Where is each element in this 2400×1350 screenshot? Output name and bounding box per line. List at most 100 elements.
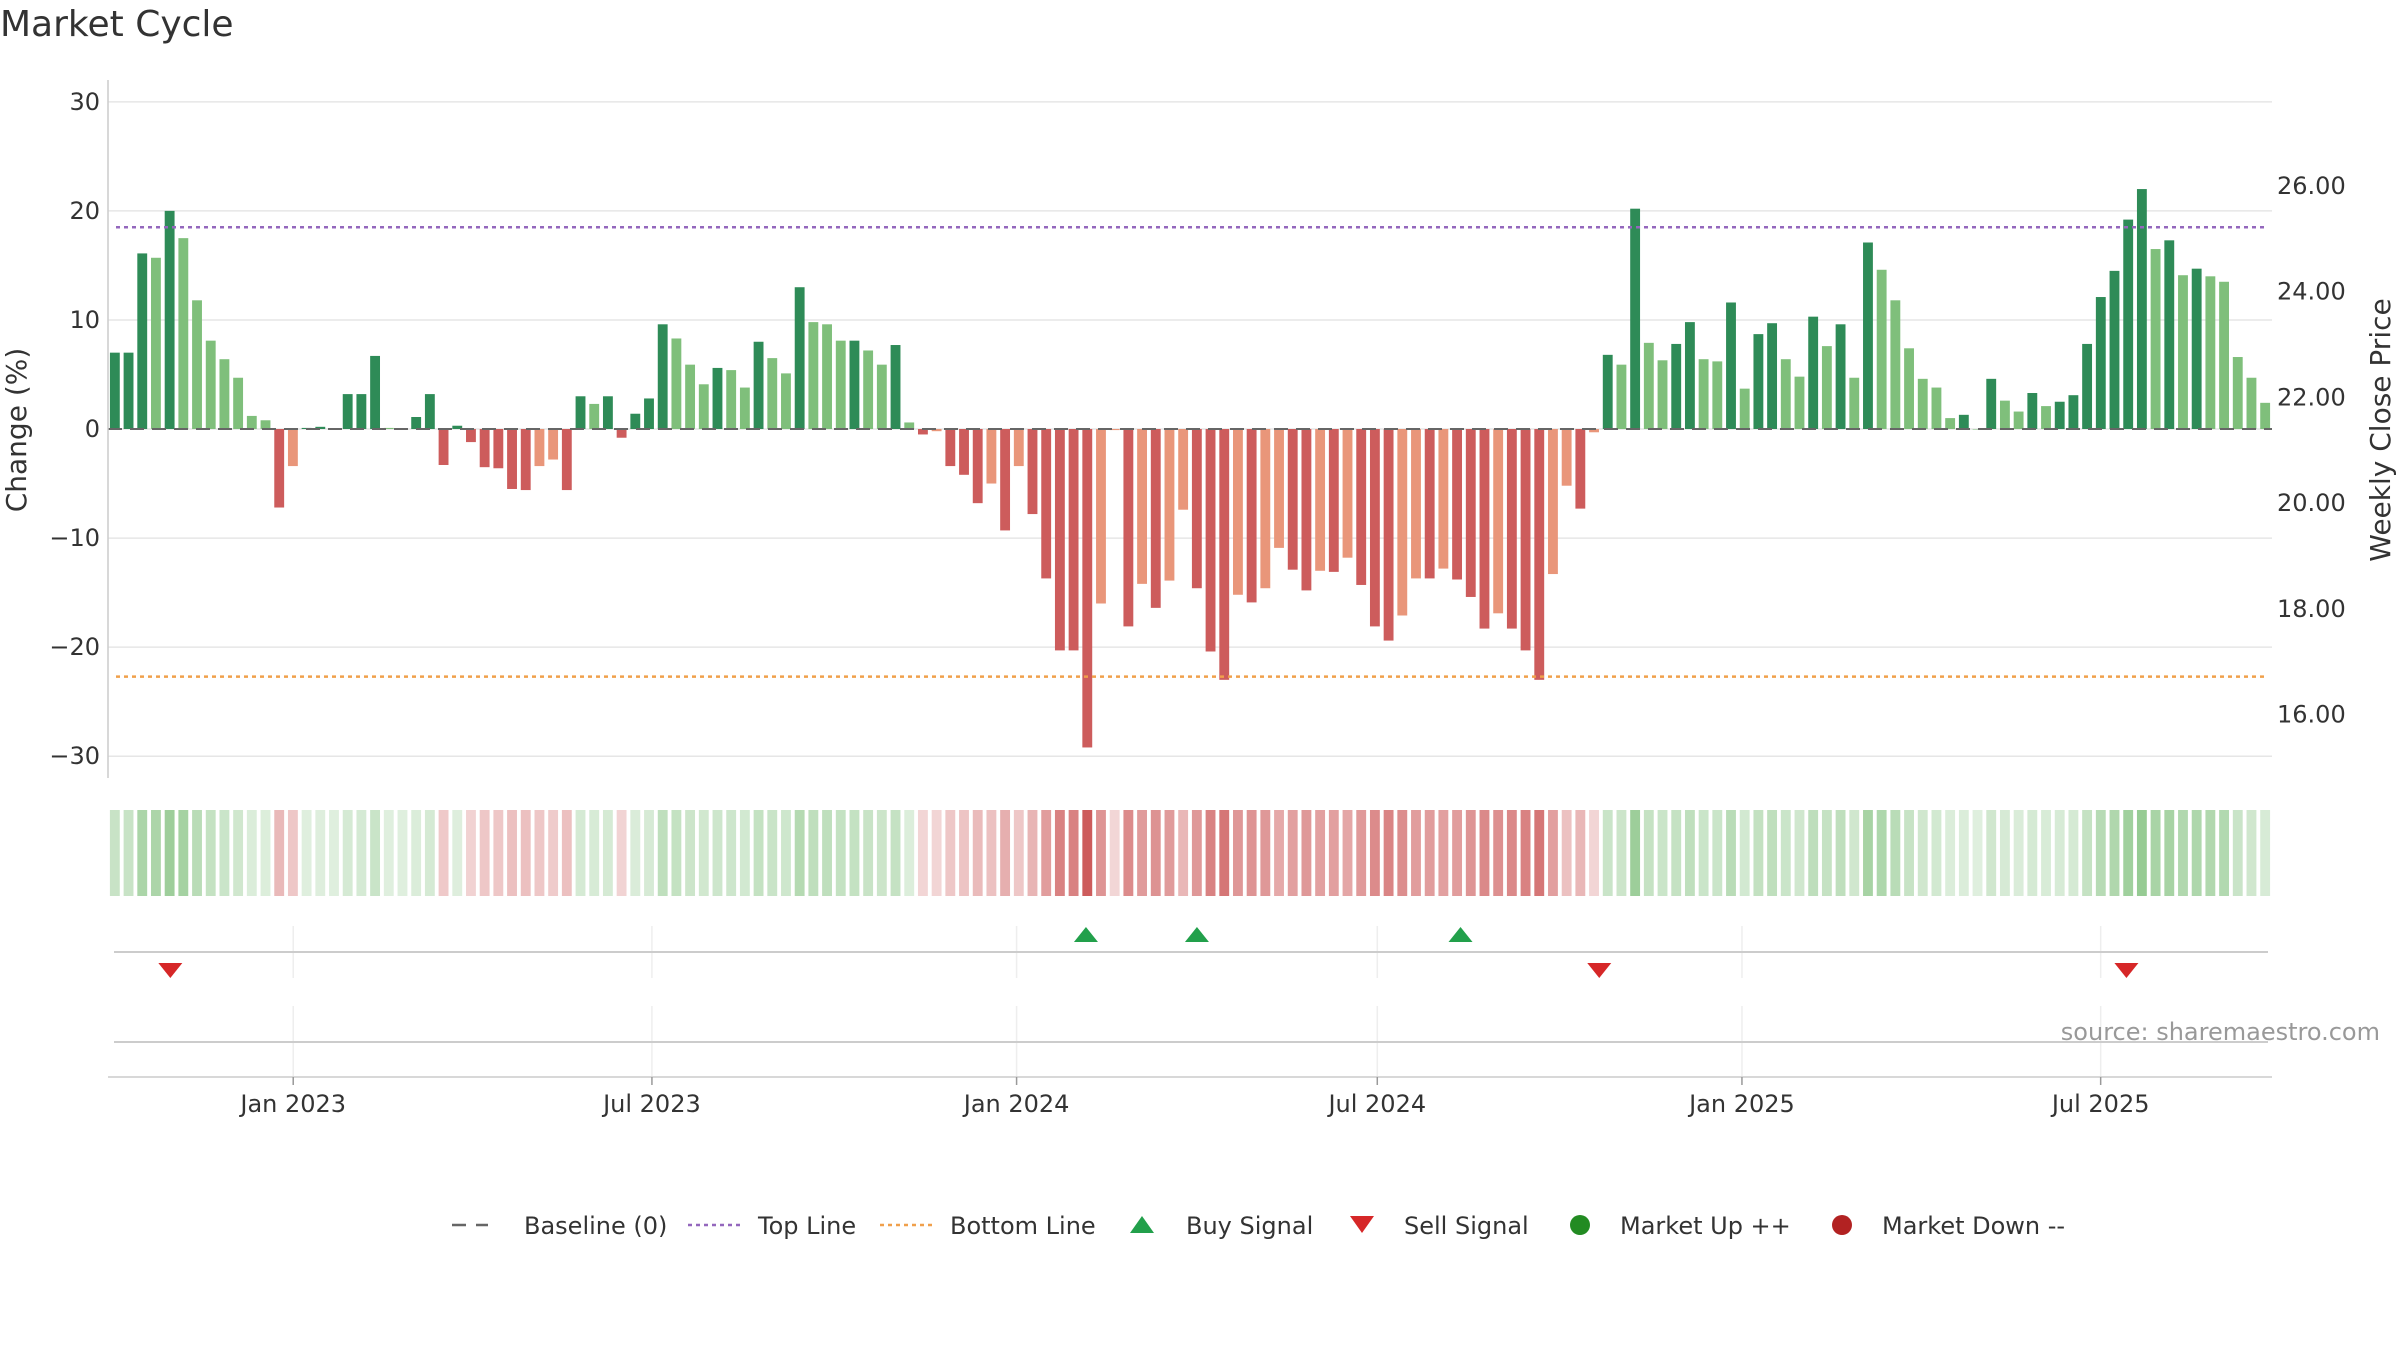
heat-cell (753, 810, 764, 896)
heat-cell (863, 810, 874, 896)
heat-cell (2178, 810, 2188, 896)
heat-cell (397, 810, 408, 896)
heat-cell (1904, 810, 1914, 896)
heat-cell (1630, 810, 1641, 896)
heat-cell (342, 810, 353, 896)
heat-cell (1589, 810, 1599, 896)
bar (1575, 429, 1586, 509)
signal-panel (114, 926, 2268, 1076)
heat-cell (2246, 810, 2257, 896)
bar (2136, 189, 2147, 429)
bar (712, 367, 723, 429)
heat-cell (1931, 810, 1942, 896)
bar (151, 257, 161, 429)
bar (219, 359, 230, 429)
heat-cell (1383, 810, 1394, 896)
bar (1534, 429, 1545, 680)
bar (1945, 418, 1956, 429)
heat-cell (2013, 810, 2024, 896)
heat-cell (1356, 810, 1367, 896)
bar (1137, 429, 1147, 584)
bar (1178, 429, 1189, 510)
heat-cell (739, 810, 750, 896)
heat-cell (411, 810, 422, 896)
heat-cell (712, 810, 723, 896)
heat-cell (2095, 810, 2106, 896)
x-tick-label: Jul 2023 (601, 1090, 701, 1118)
heat-cell (2109, 810, 2120, 896)
heat-cell (1150, 810, 1161, 896)
heat-cell (1890, 810, 1901, 896)
heat-cell (1602, 810, 1613, 896)
bar (972, 429, 983, 504)
bar (1616, 364, 1627, 429)
bar (685, 364, 696, 429)
legend-market-down-label: Market Down -- (1882, 1212, 2065, 1240)
heat-cell (493, 810, 504, 896)
bar (2123, 219, 2134, 429)
y-right-tick-label: 24.00 (2277, 278, 2346, 306)
y-right-tick-label: 20.00 (2277, 489, 2346, 517)
bar (1849, 377, 1860, 429)
heat-cell (507, 810, 517, 896)
bar (1082, 429, 1093, 748)
heat-cell (452, 810, 463, 896)
bar (1219, 429, 1230, 680)
heat-cell (2123, 810, 2134, 896)
heat-cell (1506, 810, 1517, 896)
bar (835, 340, 846, 429)
heat-cell (2150, 810, 2161, 896)
bar (164, 210, 175, 429)
bar (2205, 276, 2216, 429)
bar (753, 341, 764, 429)
heat-cell (219, 810, 230, 896)
heat-cell (2068, 810, 2079, 896)
heat-cell (260, 810, 271, 896)
bar (1096, 429, 1106, 604)
heat-cell (945, 810, 956, 896)
heat-cell (151, 810, 161, 896)
heat-cell (2027, 810, 2038, 896)
bar (863, 350, 874, 429)
bar (2191, 268, 2202, 429)
heat-cell (876, 810, 887, 896)
heat-cell (1027, 810, 1038, 896)
bar (657, 324, 668, 429)
heat-cell (1342, 810, 1353, 896)
legend: Baseline (0) Top Line Bottom Line Buy Signa… (452, 1212, 2065, 1240)
bar (1753, 334, 1764, 429)
heat-cell (1041, 810, 1052, 896)
bar (438, 429, 449, 465)
bar (917, 429, 928, 435)
heat-cell (1972, 810, 1983, 896)
heat-cell (1191, 810, 1202, 896)
bar (630, 413, 641, 429)
buy-signal-marker (1184, 927, 1209, 942)
y-tick-label: −10 (49, 524, 100, 552)
heat-cell (561, 810, 572, 896)
heat-cell (1958, 810, 1969, 896)
y-right-tick-label: 26.00 (2277, 172, 2346, 200)
bar (808, 322, 819, 429)
bar (822, 324, 832, 429)
x-tick-label: Jul 2025 (2050, 1090, 2150, 1118)
y-axis-left-title: Change (%) (0, 348, 33, 513)
heat-cell (685, 810, 696, 896)
sell-signal-marker (158, 963, 183, 978)
bar (2095, 297, 2106, 429)
bar (1808, 316, 1819, 429)
heat-cell (1986, 810, 1997, 896)
bar (1274, 429, 1284, 548)
bar (1972, 429, 1983, 430)
heat-cell (959, 810, 969, 896)
bar (1109, 429, 1120, 431)
bar (2246, 377, 2257, 429)
bar (1712, 361, 1723, 429)
heat-cell (917, 810, 928, 896)
bar (1246, 429, 1257, 603)
bar (109, 352, 120, 429)
bar (1260, 429, 1271, 589)
heat-cell (329, 810, 339, 896)
bar (370, 355, 381, 429)
bar (2260, 402, 2271, 429)
